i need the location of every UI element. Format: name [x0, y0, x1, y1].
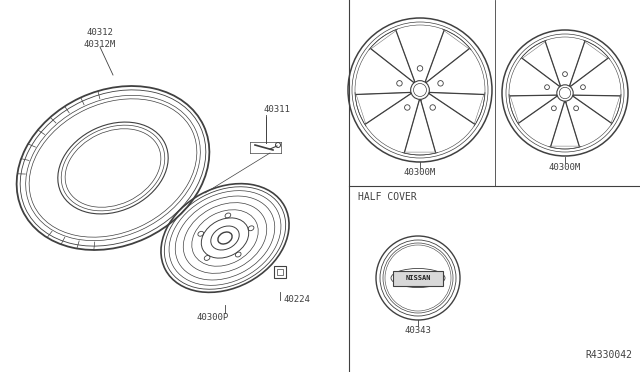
Text: 40343: 40343	[404, 326, 431, 335]
Text: HALF COVER: HALF COVER	[358, 192, 417, 202]
Text: 40224: 40224	[283, 295, 310, 305]
Text: R4330042: R4330042	[585, 350, 632, 360]
Text: 40311: 40311	[263, 106, 290, 115]
Text: 40300M: 40300M	[404, 168, 436, 177]
Text: 40300P: 40300P	[197, 313, 229, 322]
Text: 40312
40312M: 40312 40312M	[84, 28, 116, 49]
Text: 40300M: 40300M	[549, 163, 581, 172]
FancyBboxPatch shape	[393, 270, 443, 285]
Text: NISSAN: NISSAN	[405, 275, 431, 281]
